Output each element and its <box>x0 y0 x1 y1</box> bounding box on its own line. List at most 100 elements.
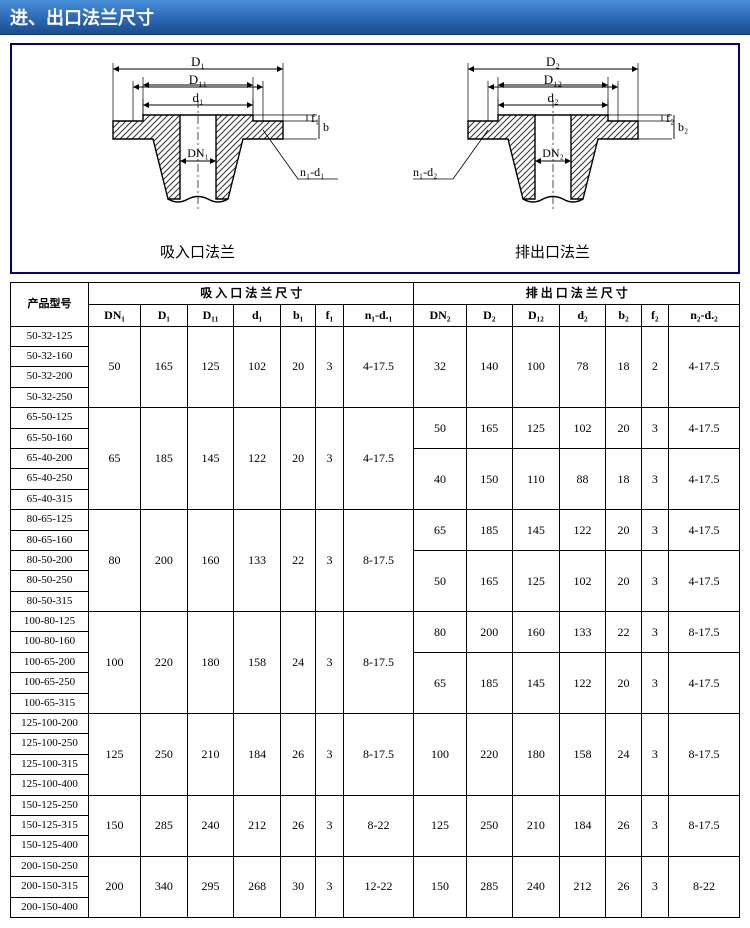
inlet-cell: 160 <box>187 510 234 612</box>
outlet-cell: 24 <box>606 714 641 796</box>
outlet-cell: 122 <box>559 652 606 713</box>
col-head: d₂ <box>559 304 606 326</box>
outlet-flange-svg: D₂D₁₂d₂DN₂f₂b₂n₁-d₂ <box>403 55 703 235</box>
outlet-cell: 102 <box>559 550 606 611</box>
inlet-cell: 125 <box>187 326 234 408</box>
col-head: n₁-d.₁ <box>343 304 414 326</box>
inlet-cell: 8-17.5 <box>343 510 414 612</box>
col-head: D₂ <box>466 304 513 326</box>
outlet-cell: 3 <box>641 652 668 713</box>
inlet-flange-diagram: D₁D₁₁d₁DN₁f₁bn₁-d₁ 吸入口法兰 <box>48 55 348 262</box>
col-head: DN₁ <box>89 304 141 326</box>
outlet-cell: 3 <box>641 714 668 796</box>
outlet-cell: 220 <box>466 714 513 796</box>
model-cell: 80-65-160 <box>11 530 89 550</box>
outlet-cell: 3 <box>641 612 668 653</box>
outlet-cell: 160 <box>513 612 560 653</box>
outlet-cell: 20 <box>606 510 641 551</box>
model-cell: 200-150-315 <box>11 877 89 897</box>
outlet-cell: 100 <box>414 714 466 796</box>
outlet-cell: 20 <box>606 408 641 449</box>
inlet-cell: 340 <box>141 856 188 917</box>
outlet-cell: 50 <box>414 408 466 449</box>
inlet-cell: 8-17.5 <box>343 714 414 796</box>
outlet-cell: 145 <box>513 510 560 551</box>
model-cell: 150-125-250 <box>11 795 89 815</box>
outlet-cell: 212 <box>559 856 606 917</box>
outlet-cell: 125 <box>414 795 466 856</box>
outlet-cell: 88 <box>559 448 606 509</box>
model-cell: 125-100-315 <box>11 754 89 774</box>
inlet-cell: 3 <box>316 856 343 917</box>
outlet-flange-diagram: D₂D₁₂d₂DN₂f₂b₂n₁-d₂ 排出口法兰 <box>403 55 703 262</box>
outlet-cell: 250 <box>466 795 513 856</box>
svg-text:d₂: d₂ <box>547 90 558 105</box>
outlet-cell: 3 <box>641 856 668 917</box>
col-inlet-group: 吸 入 口 法 兰 尺 寸 <box>89 283 414 305</box>
svg-text:D₁₂: D₁₂ <box>543 72 561 87</box>
outlet-cell: 185 <box>466 510 513 551</box>
model-cell: 50-32-200 <box>11 367 89 387</box>
col-head: D₁₁ <box>187 304 234 326</box>
table-row: 100-80-1251002201801582438-17.5802001601… <box>11 612 740 632</box>
inlet-cell: 145 <box>187 408 234 510</box>
col-head: f₁ <box>316 304 343 326</box>
inlet-cell: 125 <box>89 714 141 796</box>
inlet-cell: 3 <box>316 612 343 714</box>
svg-text:n₁-d₂: n₁-d₂ <box>413 165 437 179</box>
outlet-cell: 22 <box>606 612 641 653</box>
outlet-cell: 180 <box>513 714 560 796</box>
svg-text:DN₁: DN₁ <box>187 146 209 160</box>
outlet-cell: 140 <box>466 326 513 408</box>
outlet-cell: 110 <box>513 448 560 509</box>
svg-text:d₁: d₁ <box>192 90 203 105</box>
outlet-cell: 185 <box>466 652 513 713</box>
inlet-cell: 4-17.5 <box>343 408 414 510</box>
outlet-cell: 78 <box>559 326 606 408</box>
inlet-cell: 3 <box>316 510 343 612</box>
inlet-cell: 133 <box>234 510 281 612</box>
table-row: 80-65-125802001601332238-17.565185145122… <box>11 510 740 530</box>
model-cell: 200-150-250 <box>11 856 89 876</box>
svg-text:f₁: f₁ <box>311 111 319 125</box>
svg-text:b₂: b₂ <box>678 120 688 134</box>
outlet-cell: 80 <box>414 612 466 653</box>
outlet-cell: 145 <box>513 652 560 713</box>
col-head: DN₂ <box>414 304 466 326</box>
table-row: 65-50-125651851451222034-17.550165125102… <box>11 408 740 428</box>
outlet-cell: 32 <box>414 326 466 408</box>
outlet-cell: 65 <box>414 510 466 551</box>
col-head: D₁ <box>141 304 188 326</box>
inlet-cell: 8-17.5 <box>343 612 414 714</box>
inlet-cell: 4-17.5 <box>343 326 414 408</box>
spec-table-wrap: 产品型号吸 入 口 法 兰 尺 寸排 出 口 法 兰 尺 寸DN₁D₁D₁₁d₁… <box>10 282 740 918</box>
section-title: 进、出口法兰尺寸 <box>0 0 750 35</box>
outlet-cell: 150 <box>466 448 513 509</box>
outlet-cell: 20 <box>606 550 641 611</box>
inlet-cell: 212 <box>234 795 281 856</box>
outlet-cell: 4-17.5 <box>668 326 739 408</box>
outlet-cell: 8-17.5 <box>668 795 739 856</box>
inlet-cell: 24 <box>280 612 315 714</box>
table-row: 50-32-125501651251022034-17.532140100781… <box>11 326 740 346</box>
inlet-cell: 50 <box>89 326 141 408</box>
outlet-cell: 165 <box>466 550 513 611</box>
outlet-cell: 150 <box>414 856 466 917</box>
outlet-cell: 26 <box>606 795 641 856</box>
inlet-cell: 150 <box>89 795 141 856</box>
model-cell: 80-65-125 <box>11 510 89 530</box>
table-row: 125-100-2001252502101842638-17.510022018… <box>11 714 740 734</box>
svg-text:D₁: D₁ <box>191 55 205 69</box>
diagram-frame: D₁D₁₁d₁DN₁f₁bn₁-d₁ 吸入口法兰 D₂D₁₂d₂DN₂f₂b₂n… <box>10 43 740 274</box>
model-cell: 125-100-200 <box>11 714 89 734</box>
svg-text:D₂: D₂ <box>546 55 560 69</box>
outlet-cell: 20 <box>606 652 641 713</box>
inlet-cell: 210 <box>187 714 234 796</box>
outlet-cell: 40 <box>414 448 466 509</box>
inlet-cell: 240 <box>187 795 234 856</box>
model-cell: 80-50-315 <box>11 591 89 611</box>
inlet-cell: 200 <box>141 510 188 612</box>
inlet-cell: 165 <box>141 326 188 408</box>
inlet-cell: 285 <box>141 795 188 856</box>
outlet-cell: 2 <box>641 326 668 408</box>
